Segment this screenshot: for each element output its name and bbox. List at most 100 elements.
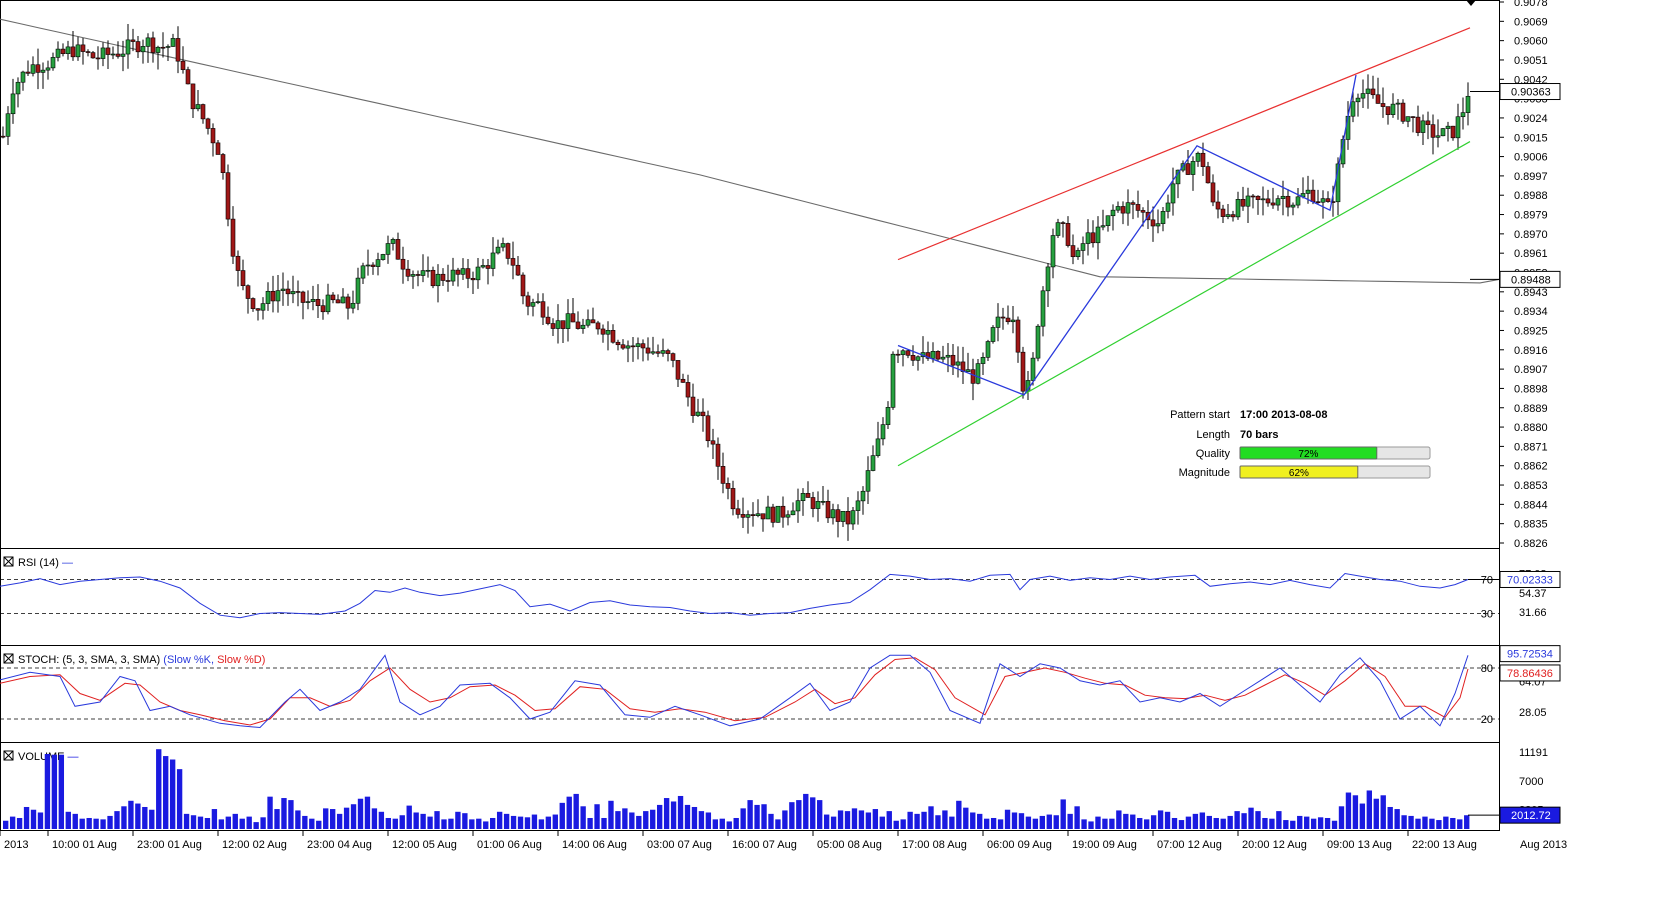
volume-bar <box>1436 820 1442 829</box>
volume-bar <box>844 811 851 829</box>
candle-body <box>195 104 201 110</box>
candle-body <box>885 407 891 425</box>
volume-bar <box>156 749 162 829</box>
candle-body <box>1305 189 1311 194</box>
stoch-d-value-text: 78.86436 <box>1507 668 1553 680</box>
volume-bar <box>1123 813 1129 829</box>
volume-bar <box>524 817 531 829</box>
volume-bar <box>1150 815 1157 829</box>
candle-body <box>135 41 141 53</box>
volume-bar <box>712 819 719 829</box>
volume-bar <box>86 817 92 829</box>
candle-body <box>450 269 456 282</box>
candle-body <box>600 328 606 335</box>
candle-body <box>360 265 366 279</box>
candle-body <box>1260 198 1266 201</box>
candle-body <box>805 493 811 498</box>
candle-body <box>985 341 991 358</box>
volume-bar <box>594 804 600 829</box>
volume-bar <box>1241 813 1247 829</box>
candle-body <box>1015 319 1021 353</box>
candle-body <box>330 294 336 301</box>
volume-bar <box>670 801 677 829</box>
candle-body <box>260 303 266 311</box>
current-price-box <box>1499 83 1561 101</box>
candle-body <box>145 37 151 47</box>
time-label: 12:00 02 Aug <box>222 839 287 851</box>
candle-body <box>50 57 56 69</box>
candle-body <box>1310 189 1316 203</box>
candle-body <box>1210 182 1216 203</box>
volume-bar <box>754 804 760 829</box>
time-label: 2013 <box>4 839 28 851</box>
candle-body <box>70 46 76 58</box>
volume-bar <box>1408 815 1414 829</box>
candle-body <box>1040 290 1046 327</box>
volume-bar <box>371 808 378 829</box>
volume-bar <box>643 811 649 829</box>
volume-bar <box>253 822 259 829</box>
candle-body <box>830 509 836 519</box>
candle-body <box>1240 199 1246 207</box>
candle-body <box>865 470 871 492</box>
volume-bar <box>1018 813 1025 829</box>
volume-bar <box>1178 820 1185 829</box>
volume-bar <box>385 817 392 829</box>
volume-bar <box>608 800 614 829</box>
volume-bar <box>663 798 670 829</box>
candle-body <box>615 341 621 346</box>
progress-value: 72% <box>1298 449 1318 460</box>
volume-bar <box>789 802 795 829</box>
volume-bar <box>601 817 607 829</box>
pattern-info-value: 70 bars <box>1240 429 1279 441</box>
candle-body <box>335 299 341 304</box>
chart-end-marker <box>1466 0 1476 6</box>
volume-bar <box>336 813 343 829</box>
candle-body <box>1415 116 1421 133</box>
volume-bar <box>622 808 628 829</box>
candle-body <box>710 440 716 445</box>
candle-body <box>1065 223 1071 246</box>
rsi-value-text: 70.02333 <box>1507 574 1553 586</box>
candle-body <box>130 39 136 42</box>
volume-bar <box>483 821 489 829</box>
volume-bar <box>719 818 725 829</box>
volume-bar <box>149 809 155 829</box>
volume-bar <box>1331 820 1338 829</box>
candle-body <box>250 298 256 309</box>
volume-bar <box>817 800 823 829</box>
volume-bar <box>343 807 350 829</box>
candle-body <box>300 291 306 303</box>
candle-body <box>595 322 601 330</box>
price-tick-label: 0.8943 <box>1514 287 1548 299</box>
volume-bar <box>357 798 364 829</box>
progress-value: 62% <box>1289 468 1309 479</box>
volume-bar <box>427 816 433 829</box>
price-tick-label: 0.9078 <box>1514 0 1548 9</box>
progress-fill <box>1239 465 1359 479</box>
volume-bar <box>1095 816 1101 829</box>
volume-bar <box>629 812 635 829</box>
volume-bar <box>142 806 148 829</box>
candle-body <box>965 369 971 372</box>
volume-bar <box>1338 806 1345 829</box>
candle-body <box>620 344 626 349</box>
time-label: 19:00 09 Aug <box>1072 839 1137 851</box>
volume-bar <box>733 817 739 829</box>
volume-bar <box>552 814 558 829</box>
volume-bar <box>531 814 538 829</box>
candle-body <box>465 268 471 279</box>
candle-body <box>760 513 766 520</box>
panel-title-part: — <box>68 751 79 763</box>
candle-body <box>1085 232 1091 244</box>
panel-title-part: — <box>62 557 73 569</box>
candle-body <box>1265 198 1271 204</box>
volume-bar <box>350 804 357 829</box>
volume-bar <box>740 808 746 829</box>
candle-body <box>80 44 86 52</box>
candle-body <box>400 258 406 270</box>
volume-bar <box>323 808 329 829</box>
candle-body <box>765 506 771 520</box>
panel-title-part: RSI (14) <box>18 557 62 569</box>
